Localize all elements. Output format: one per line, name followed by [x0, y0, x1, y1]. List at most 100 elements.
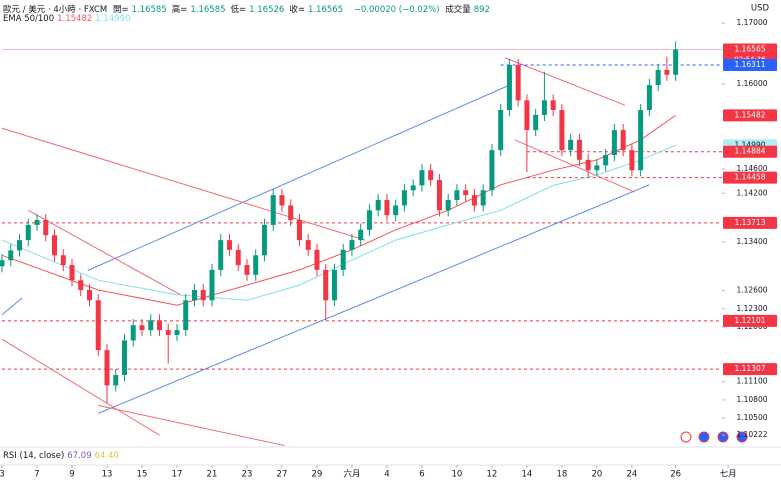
candle-body: [445, 199, 451, 211]
candle-body: [104, 350, 110, 386]
price-tag-label: 1.14990: [734, 140, 765, 149]
candle-body: [218, 240, 224, 270]
x-tick-label: 9: [69, 470, 74, 480]
icon[interactable]: [698, 431, 710, 443]
x-tick-label: 21: [207, 470, 218, 480]
x-tick-label: 14: [521, 470, 532, 480]
x-tick-label: 20: [591, 470, 602, 480]
candle-body: [384, 199, 390, 216]
ohlc-value: 1.16565: [307, 5, 344, 15]
price-tag: [723, 58, 777, 71]
volume-value: 892: [473, 5, 490, 15]
candle-body: [60, 255, 66, 266]
candle-body: [524, 100, 530, 131]
ohlc-label: 開=: [112, 5, 129, 15]
y-tick-label: 1.10500: [736, 413, 767, 422]
icon[interactable]: [717, 431, 729, 443]
price-tag-label: 1.14458: [734, 173, 765, 182]
candle-body: [323, 269, 329, 301]
candle-body: [366, 210, 372, 230]
candle-body: [244, 265, 250, 275]
candle-body: [620, 130, 626, 151]
x-tick-label: 15: [137, 470, 148, 480]
x-tick-label: 29: [312, 470, 323, 480]
candle-body: [375, 199, 381, 211]
change: −0.00020 (−0.02%): [353, 5, 440, 15]
candle-body: [261, 224, 267, 256]
candle-body: [191, 289, 197, 301]
price-axis-bg: [722, 0, 781, 482]
candle-body: [559, 110, 565, 151]
candle-body: [95, 300, 101, 351]
price-tag-label: 1.14884: [734, 147, 765, 156]
candle-body: [401, 190, 407, 206]
header: 歐元 / 美元 · 4小時 · FXCM 開= 1.16585 高= 1.16585 低…: [3, 3, 493, 15]
candle-body: [148, 320, 154, 331]
x-tick-label: 7: [34, 470, 39, 480]
candle-body: [454, 190, 460, 200]
candle-body: [393, 205, 399, 216]
price-tag-label: 1.11307: [734, 364, 765, 373]
candle-body: [314, 249, 320, 270]
rsi-readout: 64.40: [94, 451, 119, 461]
candle-body: [419, 170, 425, 186]
trend-line: [98, 404, 285, 447]
candle-body: [349, 240, 355, 250]
price-tag: [723, 145, 777, 158]
candle-body: [288, 205, 294, 221]
candle-body: [165, 330, 171, 335]
candle-body: [0, 260, 5, 267]
ema-readouts: 1.15482 1.14990: [57, 14, 133, 24]
ohlc-label: 高=: [171, 5, 188, 15]
candle-body: [209, 269, 215, 301]
ohlc-value: 1.16585: [190, 5, 226, 15]
candle-body: [471, 195, 477, 206]
candle-body: [183, 300, 189, 331]
candle-body: [664, 69, 670, 75]
tool-icons: [680, 431, 748, 443]
candle-body: [200, 289, 206, 301]
y-tick-label: 1.14600: [736, 164, 767, 173]
candle-body: [78, 280, 84, 290]
candle-body: [436, 179, 442, 211]
candle-body: [113, 375, 119, 386]
trend-line: [1, 127, 366, 241]
candle-body: [646, 85, 652, 111]
icon[interactable]: [680, 431, 692, 443]
ema-line: [1, 114, 676, 306]
y-tick-label: 1.11100: [736, 377, 767, 386]
candle-body: [279, 195, 285, 206]
x-tick-label: 七月: [720, 470, 737, 480]
candle-body: [428, 170, 434, 180]
y-tick-label: 1.13400: [736, 237, 767, 246]
ema-readout: 1.14990: [95, 14, 131, 24]
price-tag: [723, 216, 777, 229]
candle-body: [121, 340, 127, 376]
candle-body: [533, 114, 539, 131]
icon[interactable]: [736, 431, 748, 443]
ema-readout: 1.15482: [57, 14, 93, 24]
candle-body: [506, 65, 512, 111]
rsi-readout: 67.09: [67, 451, 92, 461]
candle-body: [655, 69, 661, 86]
candle-body: [585, 159, 591, 171]
candle-body: [331, 269, 337, 301]
x-tick-label: 27: [277, 470, 288, 480]
price-tag-label: 1.13713: [734, 218, 765, 227]
candle-body: [358, 229, 364, 241]
x-tick-label: 26: [670, 470, 681, 480]
trend-line: [1, 297, 23, 316]
trend-line: [87, 84, 510, 271]
x-tick-label: 17: [172, 470, 183, 480]
candle-body: [638, 110, 644, 171]
price-tag-label: 1.12101: [734, 316, 765, 325]
y-tick-label: 1.12300: [736, 304, 767, 313]
candle-body: [235, 249, 241, 266]
candle-body: [43, 220, 49, 236]
x-tick-label: 18: [556, 470, 567, 480]
candle-body: [69, 265, 75, 281]
candle-body: [156, 320, 162, 331]
volume-label: 成交量: [445, 5, 471, 15]
